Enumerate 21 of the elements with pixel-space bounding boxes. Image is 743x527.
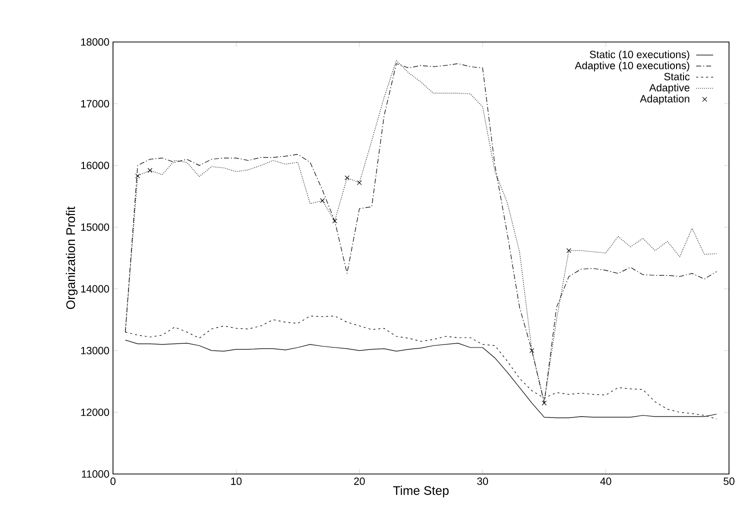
legend-label: Adaptive	[649, 84, 690, 94]
legend-label: Static	[664, 72, 690, 80]
y-tick-label: 14000	[81, 285, 110, 293]
x-tick-label: 40	[600, 478, 612, 485]
y-tick-label: 12000	[81, 408, 110, 416]
y-tick-label: 18000	[81, 38, 110, 46]
x-axis-title: Time Step	[393, 486, 449, 498]
y-tick-label: 13000	[81, 346, 110, 354]
y-tick-label: 11000	[82, 470, 110, 478]
y-axis-title: Organization Profit	[66, 206, 78, 309]
y-tick-label: 15000	[81, 223, 110, 231]
x-tick-label: 0	[110, 478, 116, 485]
legend-label: Adaptive (10 executions)	[574, 62, 690, 72]
legend-label: Static (10 executions)	[590, 50, 690, 60]
y-tick-label: 17000	[81, 100, 110, 108]
x-tick-label: 10	[231, 478, 242, 485]
x-tick-label: 20	[354, 478, 365, 485]
x-tick-label: 30	[477, 478, 488, 485]
x-tick-label: 50	[724, 478, 734, 485]
legend-label: Adaptation	[640, 94, 690, 105]
y-tick-label: 16000	[81, 162, 110, 170]
